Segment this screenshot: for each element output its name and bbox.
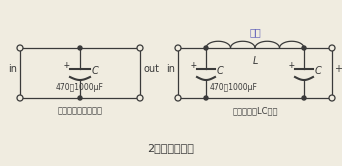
Text: +: + [64,60,70,70]
Text: +: + [191,60,197,70]
Circle shape [137,95,143,101]
Circle shape [17,45,23,51]
Text: + out: + out [335,64,342,74]
Text: 电源滤波－LC滤波: 电源滤波－LC滤波 [232,106,278,115]
Circle shape [78,46,82,50]
Circle shape [302,96,306,100]
Text: out: out [143,64,159,74]
Text: 470～1000μF: 470～1000μF [56,83,104,91]
Text: 电源滤波－电容滤波: 电源滤波－电容滤波 [57,106,103,115]
Text: 2、电源滤波器: 2、电源滤波器 [147,143,195,153]
Circle shape [204,96,208,100]
Text: C: C [216,66,223,76]
Circle shape [329,95,335,101]
Text: 470～1000μF: 470～1000μF [210,83,258,91]
Circle shape [175,45,181,51]
Text: －－: －－ [249,27,261,37]
Circle shape [302,46,306,50]
Circle shape [175,95,181,101]
Text: C: C [315,66,321,76]
Circle shape [17,95,23,101]
Circle shape [137,45,143,51]
Text: +: + [289,60,295,70]
Circle shape [78,96,82,100]
Circle shape [204,46,208,50]
Text: C: C [92,66,98,76]
Text: in: in [166,64,175,74]
Text: in: in [8,64,17,74]
Circle shape [329,45,335,51]
Text: L: L [252,56,258,66]
